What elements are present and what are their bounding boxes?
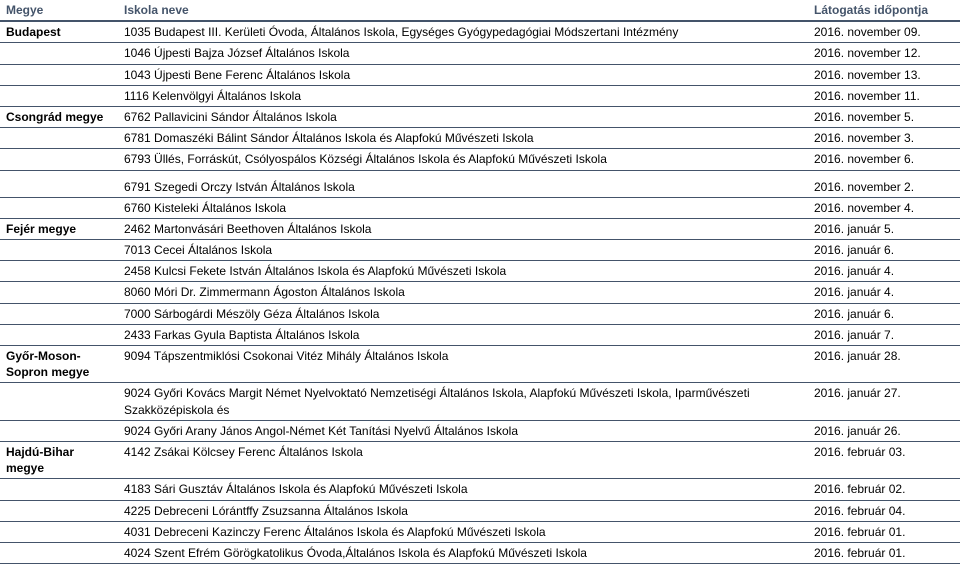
cell-school: 1116 Kelenvölgyi Általános Iskola	[118, 85, 808, 106]
cell-date: 2016. február 03.	[808, 441, 960, 478]
cell-school: 7013 Cecei Általános Iskola	[118, 240, 808, 261]
cell-school: 6793 Üllés, Forráskút, Csólyospálos Közs…	[118, 149, 808, 170]
cell-school: 9094 Tápszentmiklósi Csokonai Vitéz Mihá…	[118, 346, 808, 383]
cell-school: 2458 Kulcsi Fekete István Általános Isko…	[118, 261, 808, 282]
cell-county	[0, 324, 118, 345]
cell-date: 2016. január 26.	[808, 420, 960, 441]
table-row: Győr-Moson-Sopron megye9094 Tápszentmikl…	[0, 346, 960, 383]
cell-school: 6760 Kisteleki Általános Iskola	[118, 197, 808, 218]
cell-date: 2016. november 2.	[808, 177, 960, 198]
header-date: Látogatás időpontja	[808, 0, 960, 21]
cell-county	[0, 303, 118, 324]
cell-date: 2016. január 4.	[808, 261, 960, 282]
cell-school: 1043 Újpesti Bene Ferenc Általános Iskol…	[118, 64, 808, 85]
cell-date: 2016. január 7.	[808, 324, 960, 345]
header-row: Megye Iskola neve Látogatás időpontja	[0, 0, 960, 21]
cell-school: 4225 Debreceni Lórántffy Zsuzsanna Által…	[118, 500, 808, 521]
cell-date: 2016. november 12.	[808, 43, 960, 64]
header-county: Megye	[0, 0, 118, 21]
table-row: 9024 Győri Arany János Angol-Német Két T…	[0, 420, 960, 441]
table-row: 7000 Sárbogárdi Mészöly Géza Általános I…	[0, 303, 960, 324]
cell-school: 1035 Budapest III. Kerületi Óvoda, Által…	[118, 21, 808, 43]
table-row: Budapest1035 Budapest III. Kerületi Óvod…	[0, 21, 960, 43]
cell-school: 9024 Győri Arany János Angol-Német Két T…	[118, 420, 808, 441]
cell-county: Fejér megye	[0, 218, 118, 239]
cell-date: 2016. január 6.	[808, 240, 960, 261]
cell-school: 4031 Debreceni Kazinczy Ferenc Általános…	[118, 521, 808, 542]
cell-date: 2016. november 3.	[808, 128, 960, 149]
cell-county: Csongrád megye	[0, 106, 118, 127]
cell-date: 2016. január 27.	[808, 383, 960, 420]
cell-county	[0, 128, 118, 149]
table-row: 2433 Farkas Gyula Baptista Általános Isk…	[0, 324, 960, 345]
cell-date: 2016. november 09.	[808, 21, 960, 43]
table-row: 9024 Győri Kovács Margit Német Nyelvokta…	[0, 383, 960, 420]
table-row: 6781 Domaszéki Bálint Sándor Általános I…	[0, 128, 960, 149]
cell-county	[0, 479, 118, 500]
cell-county	[0, 420, 118, 441]
table-row: 8060 Móri Dr. Zimmermann Ágoston Általán…	[0, 282, 960, 303]
cell-date: 2016. január 4.	[808, 282, 960, 303]
table-row: 1046 Újpesti Bajza József Általános Isko…	[0, 43, 960, 64]
table-row: 4225 Debreceni Lórántffy Zsuzsanna Által…	[0, 500, 960, 521]
cell-county	[0, 197, 118, 218]
table-row: Fejér megye2462 Martonvásári Beethoven Á…	[0, 218, 960, 239]
cell-county	[0, 64, 118, 85]
cell-date: 2016. november 4.	[808, 197, 960, 218]
table-row: Csongrád megye6762 Pallavicini Sándor Ál…	[0, 106, 960, 127]
table-row: 1043 Újpesti Bene Ferenc Általános Iskol…	[0, 64, 960, 85]
table-body-top: Budapest1035 Budapest III. Kerületi Óvod…	[0, 21, 960, 170]
cell-date: 2016. november 11.	[808, 85, 960, 106]
cell-county	[0, 542, 118, 563]
cell-date: 2016. január 28.	[808, 346, 960, 383]
table-row: 4031 Debreceni Kazinczy Ferenc Általános…	[0, 521, 960, 542]
table-row: 4024 Szent Efrém Görögkatolikus Óvoda,Ál…	[0, 542, 960, 563]
cell-county	[0, 261, 118, 282]
table-row: 7013 Cecei Általános Iskola2016. január …	[0, 240, 960, 261]
cell-date: 2016. november 6.	[808, 149, 960, 170]
table-row: 6793 Üllés, Forráskút, Csólyospálos Közs…	[0, 149, 960, 170]
table-row: 1116 Kelenvölgyi Általános Iskola2016. n…	[0, 85, 960, 106]
cell-date: 2016. február 01.	[808, 521, 960, 542]
cell-date: 2016. január 5.	[808, 218, 960, 239]
cell-school: 4183 Sári Gusztáv Általános Iskola és Al…	[118, 479, 808, 500]
cell-date: 2016. február 04.	[808, 500, 960, 521]
cell-school: 4142 Zsákai Kölcsey Ferenc Általános Isk…	[118, 441, 808, 478]
table-row: 2458 Kulcsi Fekete István Általános Isko…	[0, 261, 960, 282]
cell-school: 8060 Móri Dr. Zimmermann Ágoston Általán…	[118, 282, 808, 303]
cell-county: Hajdú-Bihar megye	[0, 441, 118, 478]
cell-school: 2433 Farkas Gyula Baptista Általános Isk…	[118, 324, 808, 345]
cell-school: 6762 Pallavicini Sándor Általános Iskola	[118, 106, 808, 127]
cell-school: 4024 Szent Efrém Görögkatolikus Óvoda,Ál…	[118, 542, 808, 563]
cell-county	[0, 282, 118, 303]
cell-county	[0, 149, 118, 170]
cell-county	[0, 383, 118, 420]
table-row: 4183 Sári Gusztáv Általános Iskola és Al…	[0, 479, 960, 500]
cell-county	[0, 43, 118, 64]
header-school: Iskola neve	[118, 0, 808, 21]
table-row: 6791 Szegedi Orczy István Általános Isko…	[0, 177, 960, 198]
table-body-bottom: 6791 Szegedi Orczy István Általános Isko…	[0, 177, 960, 564]
cell-county	[0, 85, 118, 106]
cell-date: 2016. február 01.	[808, 542, 960, 563]
cell-school: 6791 Szegedi Orczy István Általános Isko…	[118, 177, 808, 198]
schedule-table: Megye Iskola neve Látogatás időpontja Bu…	[0, 0, 960, 564]
cell-school: 6781 Domaszéki Bálint Sándor Általános I…	[118, 128, 808, 149]
cell-school: 9024 Győri Kovács Margit Német Nyelvokta…	[118, 383, 808, 420]
cell-date: 2016. november 5.	[808, 106, 960, 127]
cell-county	[0, 177, 118, 198]
cell-county	[0, 500, 118, 521]
cell-date: 2016. január 6.	[808, 303, 960, 324]
cell-school: 7000 Sárbogárdi Mészöly Géza Általános I…	[118, 303, 808, 324]
cell-date: 2016. február 02.	[808, 479, 960, 500]
table-row: Hajdú-Bihar megye4142 Zsákai Kölcsey Fer…	[0, 441, 960, 478]
cell-school: 1046 Újpesti Bajza József Általános Isko…	[118, 43, 808, 64]
cell-county: Budapest	[0, 21, 118, 43]
cell-county	[0, 240, 118, 261]
table-row: 6760 Kisteleki Általános Iskola2016. nov…	[0, 197, 960, 218]
cell-county	[0, 521, 118, 542]
cell-county: Győr-Moson-Sopron megye	[0, 346, 118, 383]
cell-school: 2462 Martonvásári Beethoven Általános Is…	[118, 218, 808, 239]
cell-date: 2016. november 13.	[808, 64, 960, 85]
